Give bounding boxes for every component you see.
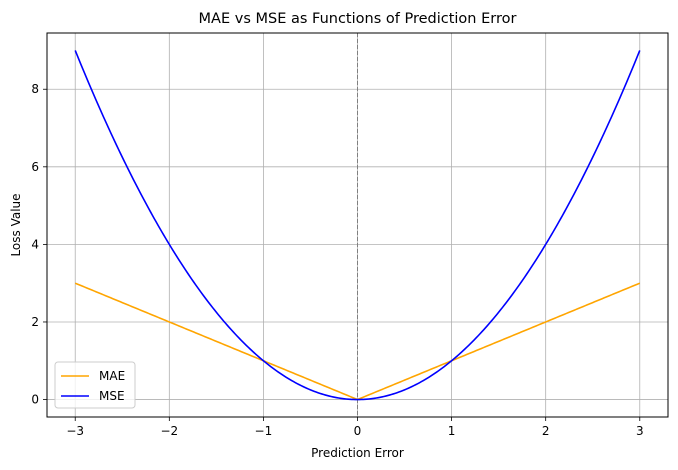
chart-title: MAE vs MSE as Functions of Prediction Er… — [199, 11, 517, 27]
legend-label-mae: MAE — [99, 369, 125, 383]
series-line-mse — [74, 50, 641, 401]
y-tick-label: 6 — [31, 160, 39, 174]
x-tick-label: 2 — [542, 424, 550, 438]
y-axis-label: Loss Value — [9, 193, 23, 256]
x-tick-label: −3 — [66, 424, 84, 438]
x-axis-ticks: −3 −2 −1 0 1 2 3 — [66, 417, 644, 438]
y-tick-label: 4 — [31, 237, 39, 251]
x-tick-label: −2 — [160, 424, 178, 438]
legend: MAE MSE — [54, 361, 136, 409]
y-tick-label: 2 — [31, 315, 39, 329]
x-tick-label: −1 — [255, 424, 273, 438]
y-tick-label: 8 — [31, 82, 39, 96]
y-tick-label: 0 — [31, 393, 39, 407]
x-tick-label: 0 — [354, 424, 362, 438]
x-tick-label: 3 — [636, 424, 644, 438]
legend-label-mse: MSE — [99, 389, 125, 403]
x-tick-label: 1 — [448, 424, 456, 438]
y-axis-ticks: 0 2 4 6 8 — [31, 82, 47, 407]
series-layer — [74, 50, 641, 401]
x-axis-label: Prediction Error — [311, 446, 404, 460]
